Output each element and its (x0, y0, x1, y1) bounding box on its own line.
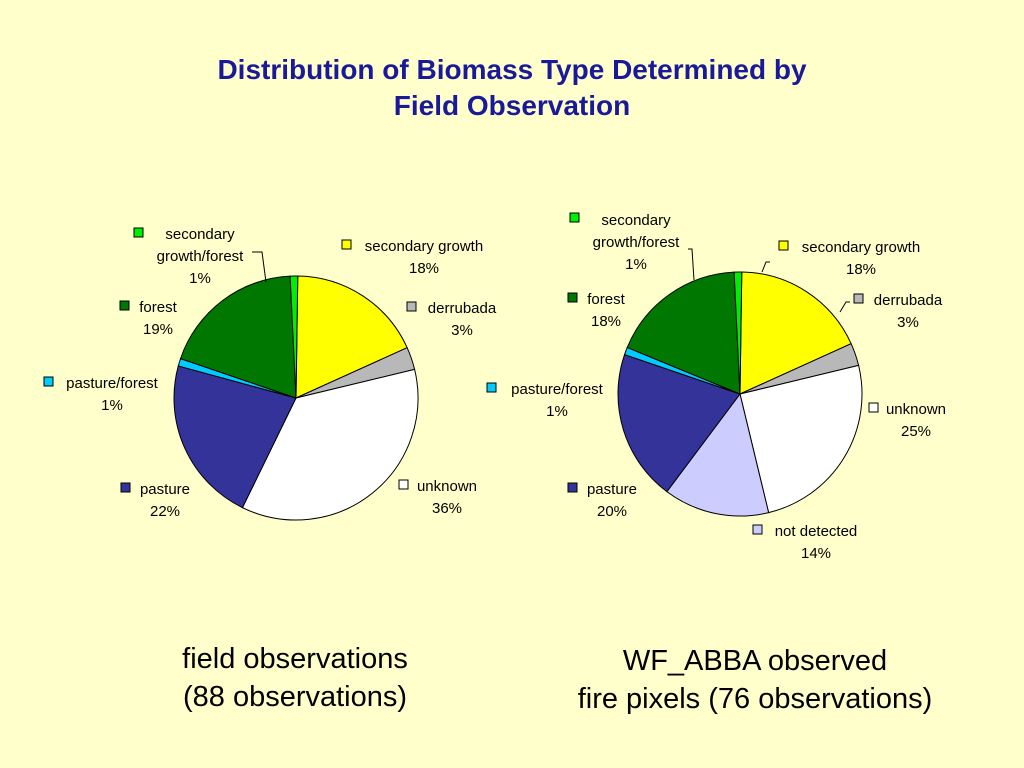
category-label-pasture-forest: pasture/forest (511, 381, 604, 398)
label-secondary-growth-forest: secondary growth/forest 1% (569, 212, 695, 281)
slice-forest (179, 275, 297, 399)
percent-label-pasture-forest: 1% (101, 397, 123, 414)
percent-label-secondary-growth: 18% (409, 260, 439, 277)
leader-line-secondary-growth-forest (688, 248, 695, 281)
legend-marker-pasture-forest (43, 376, 54, 387)
caption-right-line-2: fire pixels (76 observations) (577, 683, 933, 715)
label-derrubada: derrubada 3% (839, 292, 943, 331)
percent-label-secondary-growth-forest: 1% (625, 256, 647, 273)
legend-marker-unknown (868, 402, 879, 413)
slice-secondary-growth (295, 275, 408, 399)
category-label-secondary-growth: secondary growth (365, 238, 483, 255)
percent-label-unknown: 25% (901, 423, 931, 440)
percent-label-pasture: 20% (597, 503, 627, 520)
pie-chart-1: secondary growth 18% derrubada 3% unknown 36%… (43, 226, 497, 521)
legend-marker-forest (567, 292, 578, 303)
label-secondary-growth: secondary growth 18% (761, 239, 920, 278)
label-pasture: pasture 22% (120, 481, 190, 520)
label-unknown: unknown 25% (868, 401, 946, 440)
legend-marker-secondary-growth (778, 240, 789, 251)
legend-marker-pasture (567, 482, 578, 493)
category-label-pasture: pasture (140, 481, 190, 498)
label-secondary-growth: secondary growth 18% (341, 238, 483, 277)
percent-label-derrubada: 3% (897, 314, 919, 331)
legend-marker-secondary-growth (341, 239, 352, 250)
caption-left-line-2: (88 observations) (182, 681, 408, 713)
percent-label-pasture-forest: 1% (546, 403, 568, 420)
label-unknown: unknown 36% (398, 478, 477, 517)
label-pasture-forest: pasture/forest 1% (43, 375, 159, 414)
percent-label-derrubada: 3% (451, 322, 473, 339)
slide-title: Distribution of Biomass Type Determined … (0, 52, 1024, 124)
percent-label-secondary-growth: 18% (846, 261, 876, 278)
percent-label-not-detected: 14% (801, 545, 831, 562)
category-label-pasture-forest: pasture/forest (66, 375, 159, 392)
slice-unknown (241, 368, 419, 521)
leader-line-secondary-growth (761, 261, 770, 273)
category-label-not-detected: not detected (775, 523, 858, 540)
category-label-forest: forest (587, 291, 625, 308)
title-line-2: Field Observation (393, 90, 631, 121)
percent-label-forest: 18% (591, 313, 621, 330)
leader-line-derrubada (839, 301, 850, 313)
slice-unknown (739, 364, 863, 514)
caption-wf-abba: WF_ABBA observed fire pixels (76 observa… (520, 642, 990, 718)
pie-chart-2: secondary growth 18% derrubada 3% unknown 25%… (486, 212, 946, 562)
slice-forest (626, 271, 741, 395)
category-label-forest: forest (139, 299, 177, 316)
legend-marker-derrubada (406, 301, 417, 312)
caption-field-observations: field observations (88 observations) (140, 640, 450, 716)
caption-left-line-1: field observations (182, 643, 408, 675)
label-not-detected: not detected 14% (752, 523, 858, 562)
label-derrubada: derrubada 3% (406, 300, 497, 339)
category-label-secondary-growth-forest: growth/forest (157, 248, 245, 265)
percent-label-pasture: 22% (150, 503, 180, 520)
caption-right-line-1: WF_ABBA observed (622, 645, 888, 677)
label-forest: forest 18% (567, 291, 626, 330)
category-label-derrubada: derrubada (874, 292, 943, 309)
slice-pasture (617, 353, 741, 493)
label-pasture-forest: pasture/forest 1% (486, 381, 604, 420)
label-secondary-growth-forest: secondary growth/forest 1% (133, 226, 267, 287)
category-label-secondary-growth-forest: growth/forest (593, 234, 681, 251)
category-label-unknown: unknown (886, 401, 946, 418)
category-label-pasture: pasture (587, 481, 637, 498)
slice-secondary-growth-forest (289, 275, 299, 399)
legend-marker-pasture (120, 482, 131, 493)
legend-marker-not-detected (752, 524, 763, 535)
label-pasture: pasture 20% (567, 481, 637, 520)
legend-marker-unknown (398, 479, 409, 490)
legend-marker-secondary-growth-forest (133, 227, 144, 238)
category-label-secondary-growth-forest: secondary (601, 212, 671, 229)
percent-label-secondary-growth-forest: 1% (189, 270, 211, 287)
legend-marker-derrubada (853, 293, 864, 304)
title-line-1: Distribution of Biomass Type Determined … (217, 54, 807, 85)
legend-marker-forest (119, 300, 130, 311)
slice-pasture (173, 365, 297, 509)
slice-secondary-growth (739, 271, 852, 395)
slice-not-detected (666, 392, 770, 517)
legend-marker-secondary-growth-forest (569, 212, 580, 223)
category-label-unknown: unknown (417, 478, 477, 495)
leader-line-secondary-growth-forest (252, 251, 267, 283)
category-label-secondary-growth: secondary growth (802, 239, 920, 256)
category-label-derrubada: derrubada (428, 300, 497, 317)
label-forest: forest 19% (119, 299, 178, 338)
slice-secondary-growth-forest (733, 271, 743, 395)
category-label-secondary-growth-forest: secondary (165, 226, 235, 243)
legend-marker-pasture-forest (486, 382, 497, 393)
percent-label-forest: 19% (143, 321, 173, 338)
percent-label-unknown: 36% (432, 500, 462, 517)
